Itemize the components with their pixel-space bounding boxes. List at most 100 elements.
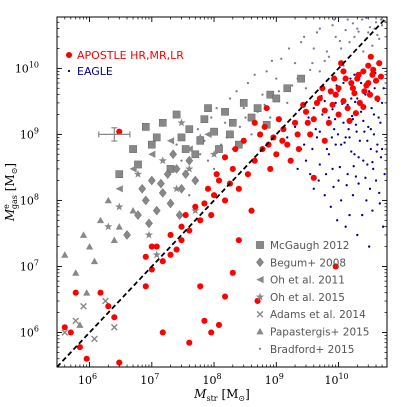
mcgaugh-2012-point — [239, 99, 248, 107]
bradford-2015-point — [280, 57, 283, 60]
eagle-point — [377, 116, 380, 119]
apostle-hr-mr-lr-point — [173, 246, 180, 253]
series-mcgaugh-2012 — [115, 74, 305, 178]
bradford-2015-point — [238, 125, 242, 129]
x-tick-label: 107 — [140, 372, 159, 387]
eagle-point — [357, 156, 360, 159]
mcgaugh-2012-point — [158, 118, 167, 127]
eagle-point — [383, 173, 386, 176]
series-papastergis-2015 — [61, 196, 137, 328]
bradford-2015-point — [302, 35, 306, 39]
oh-et-al-2011-point — [115, 185, 123, 193]
eagle-point — [362, 159, 365, 162]
oh-et-al-2011-point — [166, 137, 175, 145]
y-tick-label: 106 — [20, 324, 39, 339]
legend-marker — [256, 241, 264, 249]
apostle-hr-mr-lr-point — [215, 177, 223, 184]
plot-frame — [56, 16, 388, 368]
bradford-2015-point — [175, 143, 178, 146]
eagle-point — [309, 173, 312, 176]
eagle-point — [312, 106, 315, 110]
eagle-point — [346, 173, 349, 176]
bradford-2015-point — [309, 68, 312, 71]
begum-2008-point — [169, 149, 177, 160]
apostle-hr-mr-lr-point — [221, 293, 229, 300]
apostle-hr-mr-lr-point — [83, 355, 90, 362]
bradford-2015-point — [333, 18, 336, 21]
legend-marker — [256, 276, 264, 284]
series-adams-et-al-2014 — [61, 297, 118, 343]
bradford-2015-point — [323, 59, 326, 63]
eagle-point — [349, 77, 352, 80]
eagle-point — [330, 136, 333, 139]
oh-et-al-2015-point — [177, 118, 186, 127]
apostle-hr-mr-lr-point — [360, 103, 367, 111]
eagle-point — [307, 116, 310, 119]
eagle-point — [356, 97, 359, 100]
apostle-hr-mr-lr-point — [372, 77, 380, 84]
eagle-point — [344, 225, 347, 228]
bradford-2015-point — [235, 90, 238, 93]
eagle-point — [317, 179, 320, 182]
bradford-2015-point — [228, 97, 232, 100]
apostle-hr-mr-lr-point — [186, 339, 193, 346]
oh-et-al-2015-point — [133, 169, 143, 178]
apostle-hr-mr-lr-point — [267, 165, 274, 172]
y-axis-label: Megas [M⊙] — [2, 163, 19, 222]
bradford-2015-point — [304, 87, 308, 90]
apostle-hr-mr-lr-point — [348, 79, 355, 87]
bradford-2015-point — [242, 106, 245, 110]
apostle-hr-mr-lr-point — [159, 329, 166, 336]
apostle-hr-mr-lr-point — [275, 116, 282, 123]
adams-et-al-2014-point — [110, 323, 118, 331]
papastergis-2015-point — [72, 269, 80, 276]
mcgaugh-2012-point — [283, 84, 292, 93]
apostle-hr-mr-lr-point — [344, 105, 351, 112]
apostle-hr-mr-lr-point — [67, 329, 74, 336]
bradford-2015-point — [253, 73, 256, 76]
apostle-hr-mr-lr-point — [310, 116, 317, 123]
papastergis-2015-point — [90, 257, 99, 265]
eagle-point — [358, 139, 362, 142]
eagle-point — [378, 191, 381, 195]
apostle-hr-mr-lr-point — [248, 207, 255, 214]
eagle-point — [380, 147, 384, 151]
bradford-2015-point — [378, 37, 381, 41]
apostle-hr-mr-lr-point — [302, 108, 310, 115]
bradford-2015-point — [196, 128, 200, 131]
legend-label: McGaugh 2012 — [270, 240, 349, 252]
bradford-2015-point — [318, 27, 321, 30]
mcgaugh-2012-point — [200, 115, 209, 123]
bradford-2015-point — [327, 55, 331, 58]
apostle-hr-mr-lr-point — [251, 157, 258, 164]
legend-label: Papastergis+ 2015 — [270, 327, 369, 339]
legend-marker — [258, 347, 262, 350]
apostle-hr-mr-lr-point — [365, 62, 372, 69]
mcgaugh-2012-point — [221, 107, 229, 116]
apostle-hr-mr-lr-point — [197, 217, 204, 224]
oh-et-al-2011-point — [148, 150, 156, 158]
oh-et-al-2015-point — [191, 206, 200, 215]
oh-et-al-2015-point — [104, 222, 113, 231]
apostle-hr-mr-lr-point — [204, 185, 212, 192]
mcgaugh-2012-point — [115, 170, 124, 178]
legend-label: APOSTLE HR,MR,LR — [77, 49, 184, 62]
apostle-hr-mr-lr-point — [325, 119, 332, 126]
bradford-2015-point — [275, 77, 278, 80]
apostle-hr-mr-lr-point — [367, 53, 374, 60]
eagle-point — [332, 185, 335, 189]
eagle-point — [354, 175, 358, 178]
apostle-hr-mr-lr-point — [148, 243, 155, 250]
eagle-point — [350, 97, 353, 100]
apostle-hr-mr-lr-point — [201, 317, 208, 324]
bradford-2015-point — [199, 153, 202, 156]
eagle-point — [351, 194, 355, 197]
eagle-point — [314, 128, 317, 131]
apostle-hr-mr-lr-point — [307, 131, 314, 138]
bradford-2015-point — [261, 93, 264, 96]
apostle-hr-mr-lr-point — [111, 314, 118, 321]
begum-2008-point — [175, 210, 184, 220]
papastergis-2015-point — [104, 196, 112, 204]
legend-label: Adams et al. 2014 — [270, 309, 366, 321]
apostle-hr-mr-lr-point — [232, 145, 239, 153]
